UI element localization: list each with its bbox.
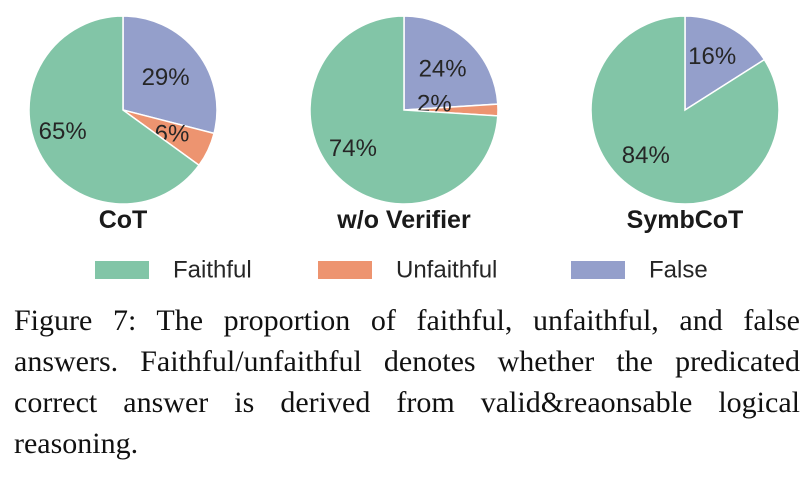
legend-swatch [571, 261, 625, 279]
slice-label-false: 16% [688, 43, 736, 70]
legend-item-unfaithful: Unfaithful [318, 257, 497, 284]
legend-item-faithful: Faithful [95, 257, 252, 284]
pie-slice-faithful [590, 15, 780, 205]
pie-title: SymbCoT [627, 206, 744, 234]
legend-item-false: False [571, 257, 708, 284]
pie-title: CoT [99, 206, 148, 234]
slice-label-faithful: 74% [329, 135, 377, 162]
legend-label: Unfaithful [396, 257, 497, 284]
pie-slice-false [122, 15, 218, 135]
legend-label: False [649, 257, 708, 284]
legend: Faithful Unfaithful False [95, 257, 708, 284]
legend-swatch [318, 261, 372, 279]
slice-label-faithful: 84% [622, 142, 670, 169]
pie-cot: 29%6%65%CoT [28, 15, 218, 234]
slice-label-false: 29% [142, 64, 190, 91]
figure-caption: Figure 7: The proportion of faithful, un… [14, 304, 800, 460]
slice-label-faithful: 65% [39, 118, 87, 145]
pie-slice-faithful [28, 15, 201, 205]
pie-w-o-verifier: 24%2%74%w/o Verifier [309, 15, 499, 234]
pie-slice-false [684, 15, 766, 112]
pie-title: w/o Verifier [336, 206, 471, 234]
slice-label-false: 24% [419, 55, 467, 82]
legend-swatch [95, 261, 149, 279]
pie-symbcot: 16% 84% SymbCoT [590, 15, 780, 234]
pie-slice-false [403, 15, 499, 111]
pie-slice-faithful [309, 15, 499, 205]
legend-label: Faithful [173, 257, 252, 284]
